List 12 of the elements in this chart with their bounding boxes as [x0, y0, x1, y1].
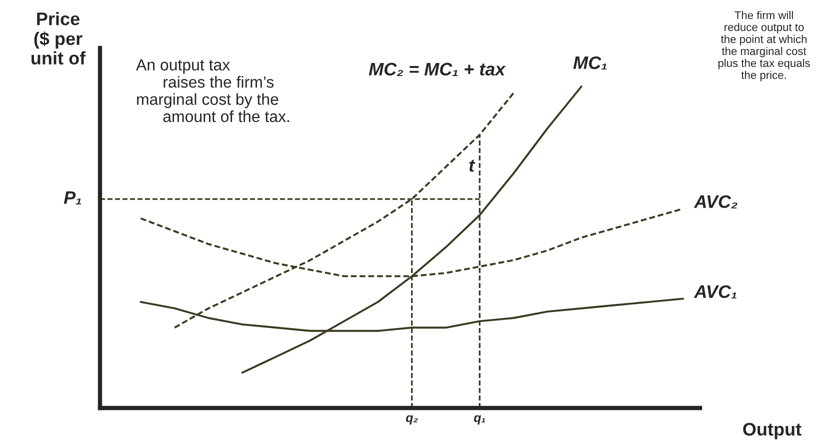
- annotation: t: [469, 160, 476, 172]
- x-tick-label: q₁: [474, 415, 486, 425]
- annotation: An output tax raises the firm’s marginal cost by the amount of the tax.: [136, 59, 290, 122]
- ref-line-label: P₁: [64, 191, 82, 204]
- series-label: MC₁: [573, 56, 607, 70]
- series-label: AVC₂: [694, 195, 738, 208]
- series-label: AVC₁: [694, 285, 736, 298]
- x-tick-label: q₂: [406, 415, 418, 425]
- text: The firm will reduce output to the point at which the marginal cost plus the tax equals the price.: [718, 11, 810, 82]
- series-label: MC₂ = MC₁ + tax: [368, 62, 506, 76]
- y-axis-title: Price ($ per unit of: [32, 12, 86, 65]
- x-axis-title: Output: [743, 422, 802, 440]
